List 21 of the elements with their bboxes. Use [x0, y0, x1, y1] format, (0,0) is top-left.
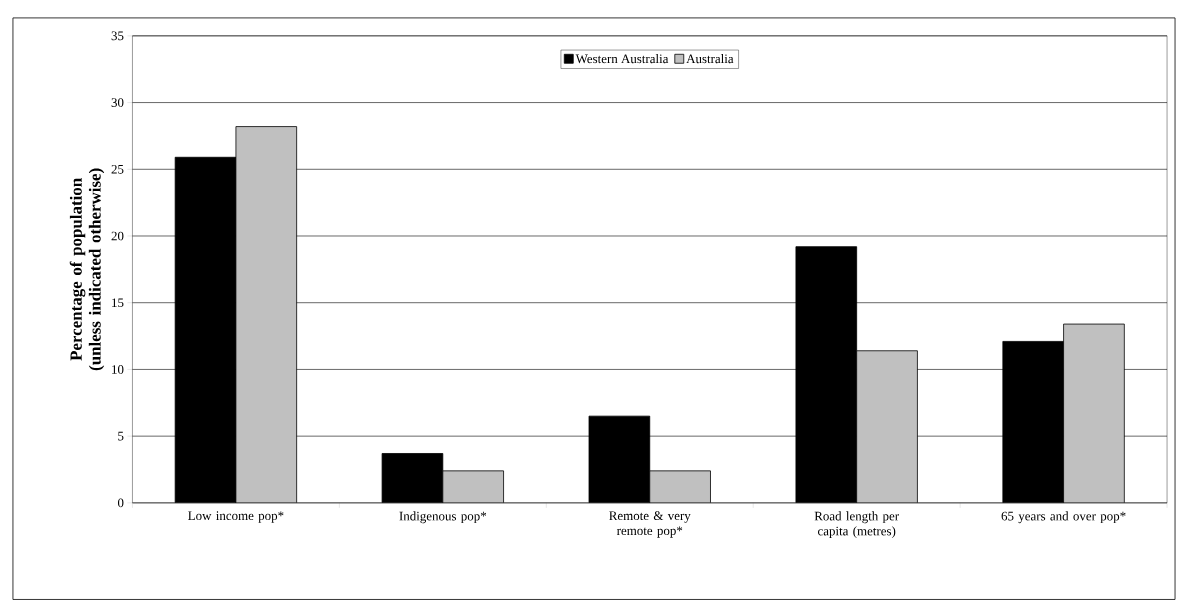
legend-label: Western Australia: [575, 53, 669, 63]
x-tick-label: Low income pop*: [188, 511, 284, 523]
legend-label: Australia: [686, 53, 734, 63]
bar: [442, 470, 504, 503]
y-axis-title: Percentage of population (unless indicated otherwise): [69, 168, 105, 370]
x-tick-label: Road length per capita (metres): [814, 511, 899, 538]
bar: [856, 350, 918, 503]
x-tick-label: Remote & very remote pop*: [609, 511, 691, 538]
bar: [235, 125, 298, 503]
y-tick-label: 5: [118, 431, 124, 441]
y-tick-label: 30: [111, 97, 124, 107]
y-tick-label: 15: [112, 298, 124, 307]
y-tick-label: 10: [112, 364, 124, 374]
y-tick-label: 20: [111, 231, 124, 241]
bar: [1063, 323, 1125, 503]
x-tick-label: 65 years and over pop*: [1001, 511, 1126, 523]
x-tick-label: Indigenous pop*: [399, 511, 487, 523]
y-tick-label: 35: [111, 31, 124, 40]
bar: [649, 470, 711, 503]
y-tick-label: 25: [111, 164, 124, 174]
y-tick-label: 0: [117, 498, 124, 508]
